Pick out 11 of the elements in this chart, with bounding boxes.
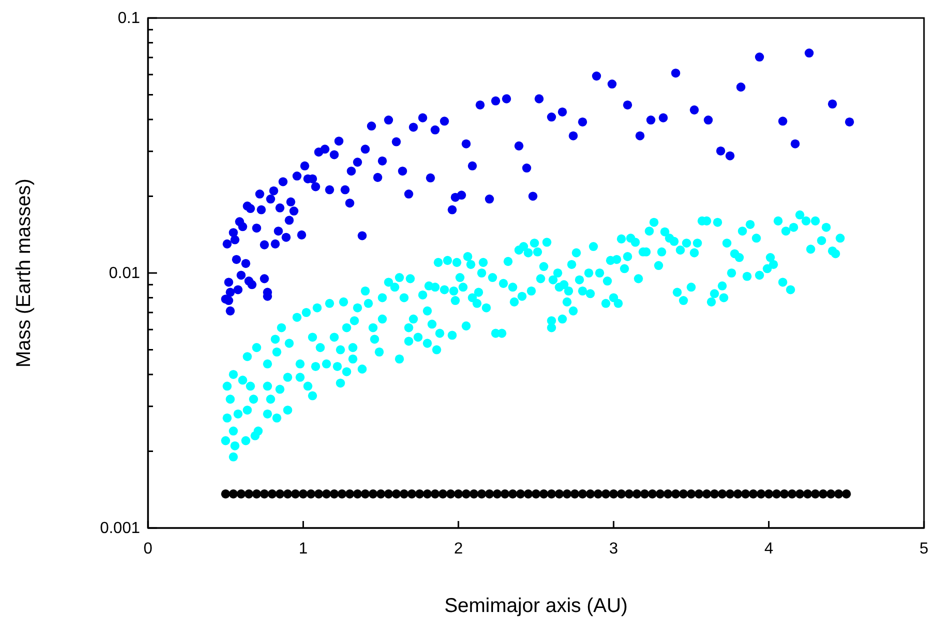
y-tick-label: 0.01: [108, 265, 140, 282]
x-axis-title: Semimajor axis (AU): [444, 595, 628, 617]
y-tick-label: 0.1: [118, 10, 140, 28]
x-tick-label: 4: [764, 540, 774, 558]
x-tick-label: 1: [298, 540, 308, 558]
x-tick-label: 2: [454, 540, 463, 558]
x-tick-label: 5: [920, 540, 929, 558]
y-tick-label: 0.001: [100, 520, 140, 538]
x-tick-label: 3: [609, 540, 618, 558]
y-axis-title: Mass (Earth masses): [13, 178, 35, 368]
x-tick-label: 0: [144, 540, 153, 558]
